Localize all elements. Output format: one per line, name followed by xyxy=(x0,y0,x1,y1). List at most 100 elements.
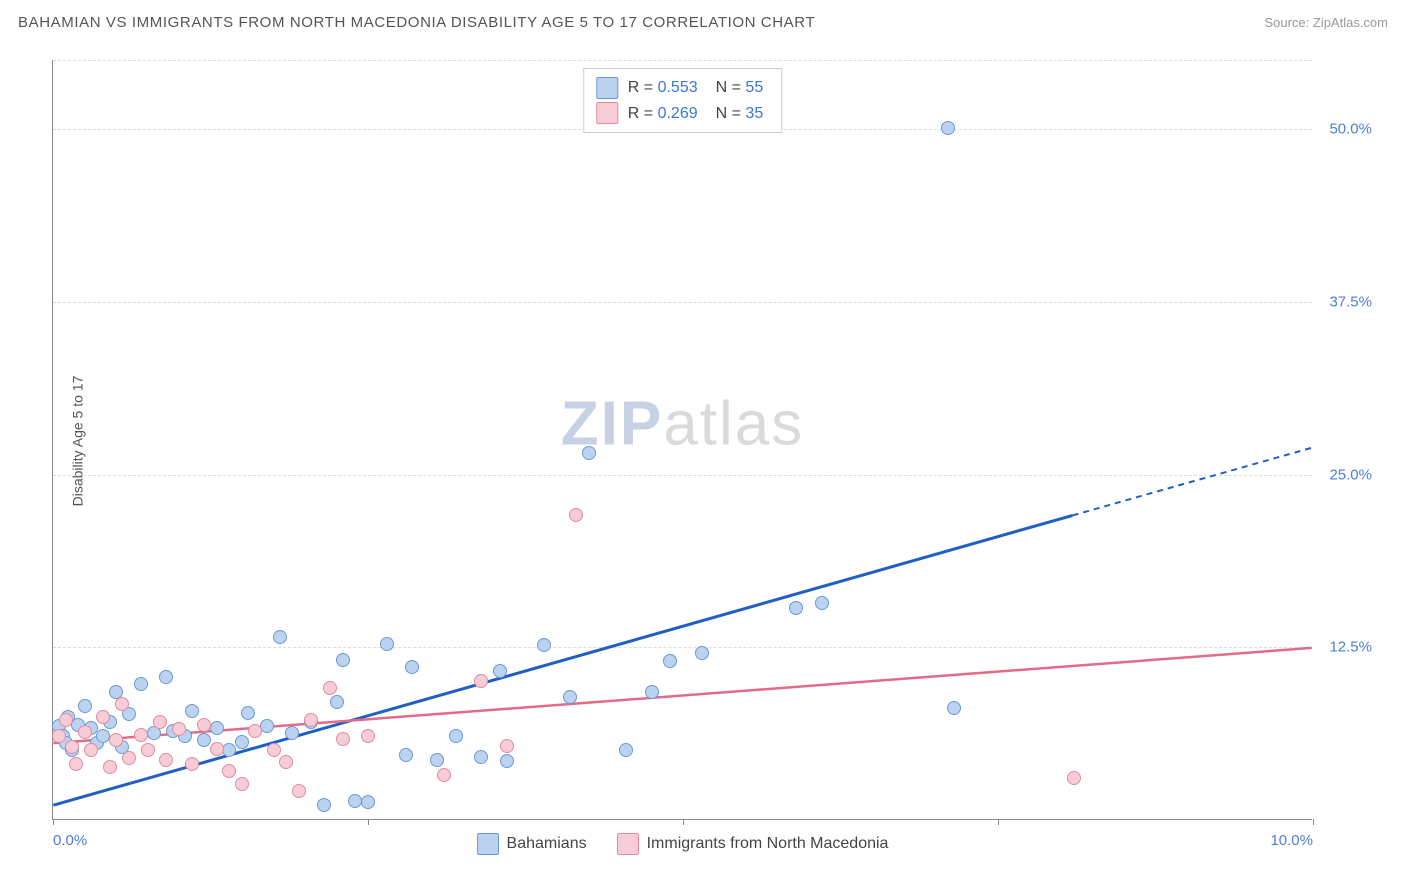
chart-container: Disability Age 5 to 17 ZIPatlas R = 0.55… xyxy=(42,46,1322,836)
data-point xyxy=(65,740,79,754)
data-point xyxy=(141,743,155,757)
data-point xyxy=(78,725,92,739)
data-point xyxy=(474,674,488,688)
legend-row-north-macedonia: R = 0.269N = 35 xyxy=(596,101,763,127)
data-point xyxy=(380,637,394,651)
data-point xyxy=(235,777,249,791)
data-point xyxy=(789,601,803,615)
data-point xyxy=(52,729,66,743)
data-point xyxy=(815,596,829,610)
data-point xyxy=(59,713,73,727)
data-point xyxy=(260,719,274,733)
data-point xyxy=(330,695,344,709)
data-point xyxy=(336,732,350,746)
data-point xyxy=(582,446,596,460)
data-point xyxy=(537,638,551,652)
series-legend: Bahamians Immigrants from North Macedoni… xyxy=(477,833,889,855)
legend-row-bahamians: R = 0.553N = 55 xyxy=(596,75,763,101)
data-point xyxy=(292,784,306,798)
watermark: ZIPatlas xyxy=(561,389,804,460)
data-point xyxy=(153,715,167,729)
data-point xyxy=(695,646,709,660)
swatch-icon xyxy=(477,833,499,855)
data-point xyxy=(210,742,224,756)
data-point xyxy=(279,755,293,769)
data-point xyxy=(134,728,148,742)
data-point xyxy=(449,729,463,743)
data-point xyxy=(115,697,129,711)
gridline xyxy=(53,475,1312,476)
x-tick xyxy=(53,819,54,825)
data-point xyxy=(405,660,419,674)
data-point xyxy=(361,729,375,743)
data-point xyxy=(96,710,110,724)
x-tick-label: 10.0% xyxy=(1270,832,1313,849)
data-point xyxy=(185,757,199,771)
legend-item-bahamians: Bahamians xyxy=(477,833,587,855)
gridline xyxy=(53,647,1312,648)
data-point xyxy=(474,750,488,764)
correlation-legend-box: R = 0.553N = 55 R = 0.269N = 35 xyxy=(583,68,782,133)
data-point xyxy=(109,733,123,747)
data-point xyxy=(645,685,659,699)
data-point xyxy=(941,121,955,135)
data-point xyxy=(361,795,375,809)
swatch-icon xyxy=(617,833,639,855)
x-tick xyxy=(998,819,999,825)
data-point xyxy=(235,735,249,749)
data-point xyxy=(84,743,98,757)
plot-area: ZIPatlas R = 0.553N = 55 R = 0.269N = 35… xyxy=(52,60,1312,820)
y-tick-label: 37.5% xyxy=(1329,293,1372,310)
data-point xyxy=(197,733,211,747)
data-point xyxy=(1067,771,1081,785)
data-point xyxy=(78,699,92,713)
source-attribution: Source: ZipAtlas.com xyxy=(1264,15,1388,30)
data-point xyxy=(241,706,255,720)
x-tick xyxy=(1313,819,1314,825)
data-point xyxy=(248,724,262,738)
regression-lines xyxy=(53,60,1312,819)
chart-title: BAHAMIAN VS IMMIGRANTS FROM NORTH MACEDO… xyxy=(18,14,815,31)
gridline xyxy=(53,302,1312,303)
data-point xyxy=(172,722,186,736)
x-tick-label: 0.0% xyxy=(53,832,87,849)
data-point xyxy=(222,743,236,757)
data-point xyxy=(267,743,281,757)
data-point xyxy=(103,760,117,774)
data-point xyxy=(569,508,583,522)
data-point xyxy=(493,664,507,678)
swatch-icon xyxy=(596,102,618,124)
data-point xyxy=(317,798,331,812)
data-point xyxy=(159,753,173,767)
data-point xyxy=(430,753,444,767)
gridline xyxy=(53,60,1312,61)
swatch-icon xyxy=(596,77,618,99)
data-point xyxy=(563,690,577,704)
data-point xyxy=(122,751,136,765)
data-point xyxy=(336,653,350,667)
data-point xyxy=(304,713,318,727)
data-point xyxy=(134,677,148,691)
data-point xyxy=(285,726,299,740)
data-point xyxy=(619,743,633,757)
data-point xyxy=(222,764,236,778)
legend-item-north-macedonia: Immigrants from North Macedonia xyxy=(617,833,889,855)
data-point xyxy=(437,768,451,782)
x-tick xyxy=(683,819,684,825)
data-point xyxy=(159,670,173,684)
data-point xyxy=(500,754,514,768)
x-tick xyxy=(368,819,369,825)
data-point xyxy=(69,757,83,771)
y-tick-label: 25.0% xyxy=(1329,466,1372,483)
data-point xyxy=(663,654,677,668)
y-tick-label: 12.5% xyxy=(1329,639,1372,656)
data-point xyxy=(323,681,337,695)
data-point xyxy=(500,739,514,753)
data-point xyxy=(197,718,211,732)
data-point xyxy=(210,721,224,735)
y-tick-label: 50.0% xyxy=(1329,121,1372,138)
data-point xyxy=(273,630,287,644)
data-point xyxy=(185,704,199,718)
data-point xyxy=(399,748,413,762)
data-point xyxy=(947,701,961,715)
